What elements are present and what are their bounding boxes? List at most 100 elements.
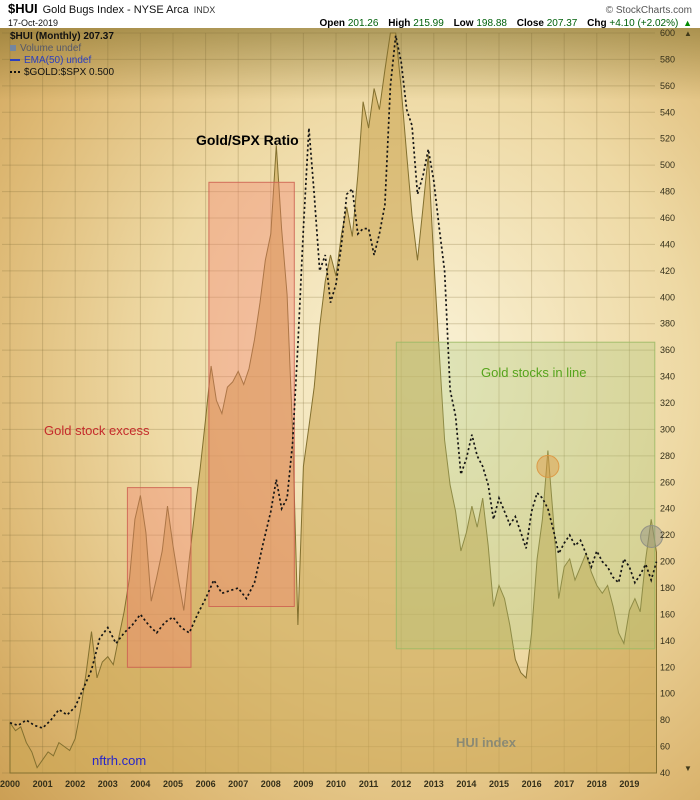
svg-text:180: 180 bbox=[660, 583, 675, 593]
low-label: Low bbox=[453, 18, 474, 29]
svg-text:2005: 2005 bbox=[163, 779, 183, 789]
symbol: $HUI bbox=[8, 1, 38, 16]
chart-header: $HUI Gold Bugs Index - NYSE Arca INDX © … bbox=[0, 0, 700, 30]
svg-text:220: 220 bbox=[660, 530, 675, 540]
svg-text:2008: 2008 bbox=[261, 779, 281, 789]
hui-index-annotation: HUI index bbox=[456, 735, 516, 750]
hui-area-series bbox=[9, 32, 657, 774]
svg-text:200: 200 bbox=[660, 557, 675, 567]
svg-text:2007: 2007 bbox=[228, 779, 248, 789]
nftrh-watermark: nftrh.com bbox=[92, 753, 147, 768]
svg-text:2013: 2013 bbox=[424, 779, 444, 789]
svg-text:2001: 2001 bbox=[33, 779, 53, 789]
axis-tick-labels: 2000 2001 2002 2003 2004 2005 2006 2007 2008 2009… bbox=[0, 28, 675, 789]
top-shade-band bbox=[0, 28, 700, 100]
volume-swatch-icon bbox=[10, 45, 16, 52]
high-value: 215.99 bbox=[413, 18, 444, 29]
svg-text:400: 400 bbox=[660, 292, 675, 302]
svg-text:320: 320 bbox=[660, 398, 675, 408]
svg-text:140: 140 bbox=[660, 636, 675, 646]
ratio-annotation: Gold/SPX Ratio bbox=[196, 132, 299, 148]
highlight-box-1 bbox=[208, 181, 295, 608]
svg-text:560: 560 bbox=[660, 81, 675, 91]
title-row: $HUI Gold Bugs Index - NYSE Arca INDX © … bbox=[8, 2, 692, 17]
svg-text:2000: 2000 bbox=[0, 779, 20, 789]
svg-text:2015: 2015 bbox=[489, 779, 509, 789]
excess-annotation: Gold stock excess bbox=[44, 423, 150, 438]
ema-legend-label: EMA(50) undef bbox=[24, 55, 92, 66]
svg-text:2016: 2016 bbox=[522, 779, 542, 789]
ratio-legend-label: $GOLD:$SPX 0.500 bbox=[24, 67, 115, 78]
svg-text:360: 360 bbox=[660, 345, 675, 355]
legend-row-hui: $HUI (Monthly) 207.37 bbox=[10, 31, 114, 43]
svg-text:2014: 2014 bbox=[456, 779, 476, 789]
symbol-name: Gold Bugs Index - NYSE Arca bbox=[42, 4, 189, 16]
exchange-code: INDX bbox=[193, 5, 216, 15]
highlight-box-2 bbox=[395, 341, 656, 650]
legend-row-ratio: $GOLD:$SPX 0.500 bbox=[10, 67, 114, 79]
ratio-swatch-icon bbox=[10, 71, 20, 74]
svg-text:2011: 2011 bbox=[359, 779, 379, 789]
svg-text:100: 100 bbox=[660, 689, 675, 699]
svg-text:120: 120 bbox=[660, 662, 675, 672]
svg-text:300: 300 bbox=[660, 424, 675, 434]
svg-text:60: 60 bbox=[660, 742, 670, 752]
ema-swatch-icon bbox=[10, 59, 20, 62]
chart-area: 2000 2001 2002 2003 2004 2005 2006 2007 2008 2009… bbox=[0, 28, 700, 800]
high-label: High bbox=[388, 18, 411, 29]
legend-row-ema: EMA(50) undef bbox=[10, 55, 114, 67]
svg-text:260: 260 bbox=[660, 477, 675, 487]
svg-text:540: 540 bbox=[660, 107, 675, 117]
in-line-annotation: Gold stocks in line bbox=[481, 365, 587, 380]
svg-text:380: 380 bbox=[660, 319, 675, 329]
hui-legend-label: $HUI (Monthly) 207.37 bbox=[10, 31, 114, 42]
chg-label: Chg bbox=[587, 18, 607, 29]
svg-text:2012: 2012 bbox=[391, 779, 411, 789]
ohlc-quote: Open 201.26 High 215.99 Low 198.88 Close… bbox=[312, 17, 692, 30]
svg-text:240: 240 bbox=[660, 504, 675, 514]
svg-text:2019: 2019 bbox=[619, 779, 639, 789]
svg-text:280: 280 bbox=[660, 451, 675, 461]
chart-legend: $HUI (Monthly) 207.37 Volume undef EMA(5… bbox=[10, 31, 114, 79]
circle-mark-0 bbox=[536, 454, 560, 478]
svg-text:440: 440 bbox=[660, 239, 675, 249]
svg-text:160: 160 bbox=[660, 609, 675, 619]
up-arrow-icon: ▲ bbox=[683, 18, 692, 28]
svg-text:480: 480 bbox=[660, 187, 675, 197]
axis-scroll-down-icon: ▼ bbox=[684, 764, 692, 773]
chart-date: 17-Oct-2019 bbox=[8, 18, 59, 28]
svg-text:520: 520 bbox=[660, 134, 675, 144]
gold-spx-ratio-series bbox=[9, 35, 658, 730]
quote-row: 17-Oct-2019 Open 201.26 High 215.99 Low … bbox=[8, 17, 692, 30]
svg-text:2009: 2009 bbox=[293, 779, 313, 789]
price-chart-svg: 2000 2001 2002 2003 2004 2005 2006 2007 2008 2009… bbox=[0, 28, 700, 800]
close-label: Close bbox=[516, 18, 544, 29]
highlight-box-0 bbox=[126, 487, 192, 668]
svg-text:600: 600 bbox=[660, 28, 675, 38]
svg-text:2006: 2006 bbox=[196, 779, 216, 789]
low-value: 198.88 bbox=[476, 18, 507, 29]
copyright: © StockCharts.com bbox=[605, 5, 692, 16]
svg-text:2010: 2010 bbox=[326, 779, 346, 789]
circle-mark-1 bbox=[640, 525, 664, 548]
svg-text:500: 500 bbox=[660, 160, 675, 170]
svg-text:80: 80 bbox=[660, 715, 670, 725]
svg-text:2017: 2017 bbox=[554, 779, 574, 789]
svg-text:2004: 2004 bbox=[130, 779, 150, 789]
legend-row-volume: Volume undef bbox=[10, 43, 114, 55]
svg-text:2003: 2003 bbox=[98, 779, 118, 789]
volume-legend-label: Volume undef bbox=[20, 43, 82, 54]
open-value: 201.26 bbox=[347, 18, 379, 29]
open-label: Open bbox=[319, 18, 346, 29]
svg-text:420: 420 bbox=[660, 266, 675, 276]
svg-text:40: 40 bbox=[660, 768, 670, 778]
close-value: 207.37 bbox=[546, 18, 578, 29]
axis-scroll-up-icon: ▲ bbox=[684, 29, 692, 38]
svg-text:580: 580 bbox=[660, 54, 675, 64]
chg-value: +4.10 (+2.02%) bbox=[609, 18, 679, 29]
svg-text:2002: 2002 bbox=[65, 779, 85, 789]
svg-text:340: 340 bbox=[660, 372, 675, 382]
svg-text:460: 460 bbox=[660, 213, 675, 223]
svg-text:2018: 2018 bbox=[587, 779, 607, 789]
